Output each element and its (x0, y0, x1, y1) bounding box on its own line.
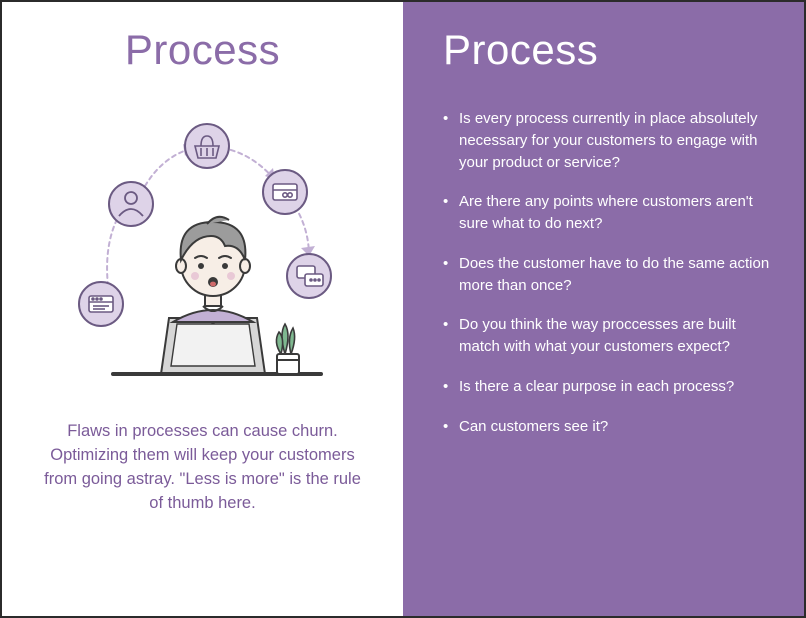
person-at-laptop-illustration (53, 96, 353, 396)
list-item: Are there any points where customers are… (443, 191, 770, 235)
right-title: Process (443, 26, 770, 74)
left-title: Process (125, 26, 280, 74)
slide-frame: Process (0, 0, 806, 618)
laptop-icon (153, 318, 273, 376)
list-item: Do you think the way proccesses are buil… (443, 314, 770, 358)
panel-left: Process (2, 2, 403, 616)
plant-icon (276, 324, 299, 374)
list-item: Is there a clear purpose in each process… (443, 376, 770, 398)
list-item: Is every process currently in place abso… (443, 108, 770, 173)
illustration (53, 96, 353, 396)
list-item: Does the customer have to do the same ac… (443, 253, 770, 297)
left-caption: Flaws in processes can cause churn. Opti… (43, 420, 363, 516)
list-item: Can customers see it? (443, 416, 770, 438)
panel-right: Process Is every process currently in pl… (403, 2, 804, 616)
person-illustration (173, 217, 253, 322)
bullet-list: Is every process currently in place abso… (443, 108, 770, 437)
